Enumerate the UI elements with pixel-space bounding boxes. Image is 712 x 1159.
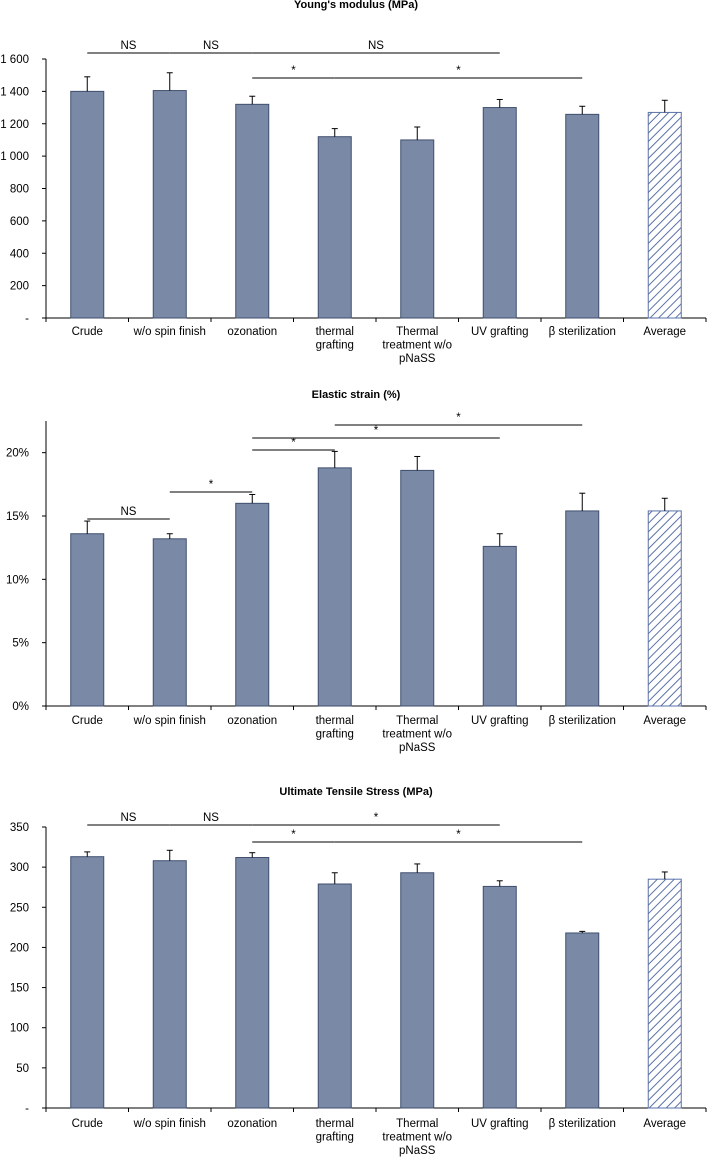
elastic-strain-chart: Elastic strain (%) 0% 5% 10% 15% 20% Crude w/o… [6, 389, 707, 754]
y-tick-label: 1 200 [0, 119, 29, 131]
y-tick-label: 50 [16, 1063, 29, 1075]
category-label: β sterilization [549, 1118, 616, 1130]
significance-label: * [456, 412, 461, 424]
y-tick-label: 1 400 [0, 86, 29, 98]
bar-uv-grafting [482, 545, 517, 707]
y-tick-label: 300 [10, 862, 29, 874]
bar-average [647, 878, 682, 1109]
y-tick-label: 0% [12, 701, 29, 713]
category-label: UV grafting [471, 1118, 529, 1130]
significance-label: NS [368, 40, 384, 52]
bar-ozonation [235, 103, 270, 319]
y-tick-label: 1 000 [0, 151, 29, 163]
significance-label: * [291, 437, 296, 449]
significance-label: * [456, 829, 461, 841]
significance-label: NS [121, 40, 137, 52]
significance-label: * [291, 829, 296, 841]
bar-crude [70, 533, 105, 707]
category-label: Crude [72, 1118, 103, 1130]
bar-ozonation [235, 857, 270, 1109]
significance-label: NS [203, 40, 219, 52]
chart-title: Ultimate Tensile Stress (MPa) [279, 786, 433, 798]
y-tick-label: - [25, 1103, 29, 1115]
significance-label: * [374, 812, 379, 824]
category-label: Crude [72, 715, 103, 727]
y-tick-label: 1 600 [0, 54, 29, 66]
y-tick-label: 20% [6, 448, 29, 460]
category-label: w/o spin finish [133, 326, 206, 338]
bar--sterilization [565, 113, 600, 319]
category-label: Average [643, 715, 686, 727]
bar-w-o-spin-finish [152, 538, 187, 707]
category-label: Average [643, 326, 686, 338]
category-label: Crude [72, 326, 103, 338]
chart-title: Young's modulus (MPa) [294, 0, 418, 11]
chart-title: Elastic strain (%) [312, 389, 401, 401]
bar-average [647, 510, 682, 707]
bar-crude [70, 90, 105, 319]
y-tick-label: 600 [10, 216, 29, 228]
bar-thermal-treatment-w-o-pnass [400, 139, 435, 319]
ultimate-tensile-stress-chart: Ultimate Tensile Stress (MPa) - 50 100 150 2… [10, 786, 707, 1157]
bar-thermal-treatment-w-o-pnass [400, 872, 435, 1109]
youngs-modulus-chart: Young's modulus (MPa) - 200 400 600 800 1 000… [0, 0, 707, 365]
bar-w-o-spin-finish [152, 90, 187, 319]
y-tick-label: 800 [10, 184, 29, 196]
category-label: thermal grafting [316, 1118, 354, 1144]
y-tick-label: 100 [10, 1023, 29, 1035]
bar-uv-grafting [482, 885, 517, 1109]
y-tick-label: 250 [10, 902, 29, 914]
category-label: UV grafting [471, 326, 529, 338]
bar--sterilization [565, 510, 600, 707]
category-label: Average [643, 1118, 686, 1130]
category-label: ozonation [227, 326, 277, 338]
category-label: β sterilization [549, 715, 616, 727]
significance-label: * [374, 425, 379, 437]
bar-ozonation [235, 502, 270, 707]
category-label: ozonation [227, 1118, 277, 1130]
y-tick-label: 150 [10, 983, 29, 995]
significance-label: * [456, 65, 461, 77]
bar-thermal-grafting [317, 136, 352, 319]
bar-thermal-grafting [317, 467, 352, 707]
significance-label: * [291, 65, 296, 77]
category-label: Thermal treatment w/o pNaSS [382, 326, 452, 365]
y-tick-label: 15% [6, 511, 29, 523]
significance-label: * [209, 479, 214, 491]
y-tick-label: 400 [10, 248, 29, 260]
bar-crude [70, 856, 105, 1109]
y-tick-label: 200 [10, 942, 29, 954]
category-label: UV grafting [471, 715, 529, 727]
significance-label: NS [121, 812, 137, 824]
category-label: β sterilization [549, 326, 616, 338]
y-tick-label: 5% [12, 638, 29, 650]
bar-average [647, 111, 682, 319]
category-label: Thermal treatment w/o pNaSS [382, 715, 452, 754]
category-label: ozonation [227, 715, 277, 727]
bar-thermal-grafting [317, 883, 352, 1109]
bar-w-o-spin-finish [152, 860, 187, 1109]
y-tick-label: 10% [6, 574, 29, 586]
bar-thermal-treatment-w-o-pnass [400, 469, 435, 707]
category-label: thermal grafting [316, 326, 354, 352]
y-tick-label: 350 [10, 822, 29, 834]
category-label: w/o spin finish [133, 715, 206, 727]
y-tick-label: 200 [10, 281, 29, 293]
category-label: Thermal treatment w/o pNaSS [382, 1118, 452, 1157]
significance-label: NS [203, 812, 219, 824]
y-tick-label: - [25, 313, 29, 325]
significance-label: NS [121, 506, 137, 518]
bar--sterilization [565, 932, 600, 1109]
bar-uv-grafting [482, 107, 517, 319]
category-label: thermal grafting [316, 715, 354, 741]
category-label: w/o spin finish [133, 1118, 206, 1130]
